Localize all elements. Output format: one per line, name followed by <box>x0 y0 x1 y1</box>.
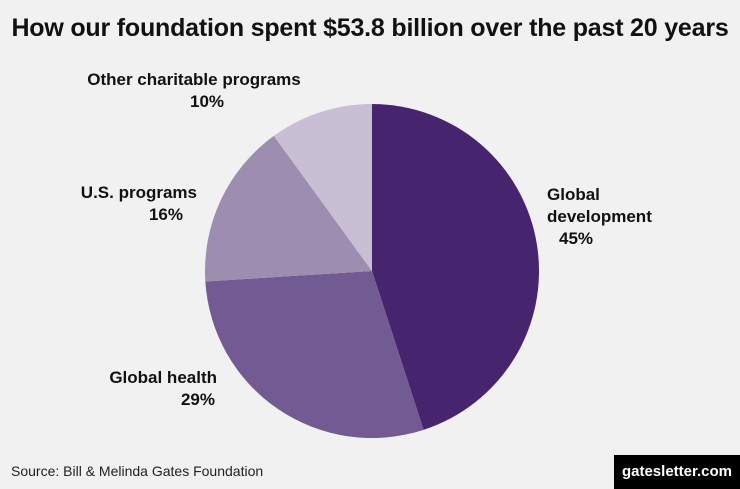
brand-badge: gatesletter.com <box>614 455 740 489</box>
pie-slice-global-development <box>372 104 540 430</box>
source-note: Source: Bill & Melinda Gates Foundation <box>11 463 264 479</box>
pie-slice-global-health <box>205 271 424 439</box>
pie-slice-u-s-programs <box>204 135 372 282</box>
chart-title: How our foundation spent $53.8 billion o… <box>11 14 729 42</box>
slice-name-line: Other charitable programs <box>87 70 301 89</box>
slice-label-global-development: Global development 45% <box>547 184 652 250</box>
slice-name-line: Global <box>547 185 600 204</box>
slice-label-other-charitable-programs: Other charitable programs 10% <box>80 69 308 113</box>
slice-label-global-health: Global health 29% <box>109 367 217 411</box>
slice-percent: 10% <box>189 92 225 111</box>
slice-name-line: Global health <box>109 368 217 387</box>
slice-name-line: U.S. programs <box>80 183 197 202</box>
slice-label-us-programs: U.S. programs 16% <box>81 182 197 226</box>
slice-name-line: development <box>547 207 652 226</box>
slice-percent: 29% <box>180 390 215 409</box>
slice-percent: 16% <box>148 205 183 224</box>
slice-percent: 45% <box>559 229 594 248</box>
pie-slice-other-charitable-programs <box>273 103 372 271</box>
